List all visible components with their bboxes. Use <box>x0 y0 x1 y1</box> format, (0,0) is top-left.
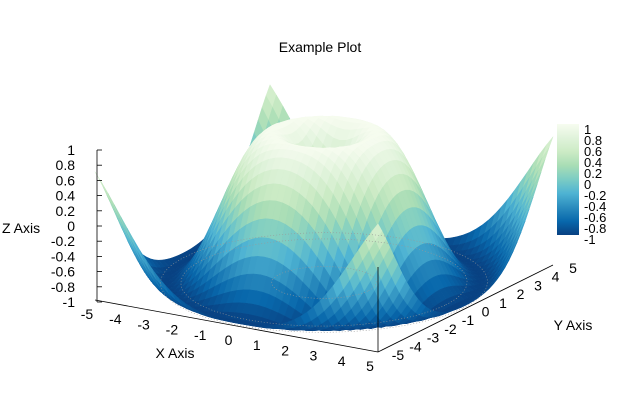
z-tick-label: 0.2 <box>56 203 76 219</box>
z-axis-label: Z Axis <box>2 220 40 236</box>
colorbar-tick-label: -0.2 <box>584 188 606 203</box>
z-tick-label: -0.6 <box>51 264 75 280</box>
x-tick-label: 0 <box>225 332 233 348</box>
x-tick-label: 2 <box>281 342 289 358</box>
colorbar-tick-label: 0.4 <box>584 155 602 170</box>
y-tick-label: -4 <box>409 338 422 354</box>
surface-facet <box>107 192 119 216</box>
x-tick-labels: -5 -4 -3 -2 -1 0 1 2 3 4 5 <box>81 306 374 374</box>
y-tick-label: 0 <box>482 304 490 320</box>
x-tick-label: 3 <box>310 348 318 364</box>
z-tick-label: -0.2 <box>51 233 75 249</box>
x-tick-label: -2 <box>166 322 179 338</box>
colorbar-tick-label: 1 <box>584 122 591 137</box>
z-tick-label: 0.8 <box>56 157 76 173</box>
surface-plot <box>94 84 554 332</box>
colorbar-tick-label: -0.8 <box>584 221 606 236</box>
y-axis-label: Y Axis <box>554 317 593 333</box>
colorbar-tick-labels: 10.80.60.40.20-0.2-0.4-0.6-0.8-1 <box>584 122 606 247</box>
y-tick-label: 2 <box>517 286 525 302</box>
surface-facet <box>371 223 383 241</box>
y-tick-label: -2 <box>444 321 457 337</box>
x-axis-label: X Axis <box>156 345 195 361</box>
z-tick-label: 0.4 <box>56 188 76 204</box>
y-tick-label: -5 <box>392 347 405 363</box>
z-tick-label: -1 <box>63 294 76 310</box>
colorbar-tick-label: 0 <box>584 177 591 192</box>
x-tick-label: -1 <box>194 327 207 343</box>
y-tick-label: 5 <box>569 260 577 276</box>
z-tick-label: -0.4 <box>51 248 75 264</box>
colorbar-tick-label: -0.4 <box>584 199 606 214</box>
y-tick-label: -3 <box>427 330 440 346</box>
base-contour-ring <box>271 266 377 299</box>
x-tick-label: -3 <box>137 316 150 332</box>
chart-title: Example Plot <box>279 39 362 55</box>
colorbar-tick-label: -0.6 <box>584 210 606 225</box>
colorbar-tick-label: 0.2 <box>584 166 602 181</box>
x-tick-label: 5 <box>366 358 374 374</box>
surface-facet <box>101 181 113 203</box>
z-tick-labels: 10.80.60.40.20-0.2-0.4-0.6-0.8-1 <box>51 142 102 310</box>
colorbar: 10.80.60.40.20-0.2-0.4-0.6-0.8-1 <box>557 122 606 247</box>
colorbar-tick-label: -1 <box>584 232 596 247</box>
base-contour <box>160 232 488 333</box>
x-tick-label: -5 <box>81 306 94 322</box>
y-axis-line <box>377 264 554 353</box>
base-contour-ring <box>180 238 468 327</box>
axes <box>94 150 554 353</box>
x-axis-line <box>94 299 379 353</box>
x-tick-label: 1 <box>253 337 261 353</box>
colorbar-rect <box>557 124 579 235</box>
y-tick-label: 3 <box>534 277 542 293</box>
z-tick-label: 0.6 <box>56 172 76 188</box>
colorbar-tick-label: 0.8 <box>584 133 602 148</box>
y-tick-label: 1 <box>499 295 507 311</box>
base-contour-ring <box>160 232 488 333</box>
x-tick-label: 4 <box>338 353 346 369</box>
y-tick-label: 4 <box>552 269 560 285</box>
y-tick-label: -1 <box>462 312 475 328</box>
surface-facet <box>114 204 125 228</box>
colorbar-tick-label: 0.6 <box>584 144 602 159</box>
z-tick-label: -0.8 <box>51 279 75 295</box>
z-tick-label: 0 <box>67 218 75 234</box>
surface-facet <box>542 136 554 158</box>
x-tick-label: -4 <box>109 311 122 327</box>
z-tick-label: 1 <box>67 142 75 158</box>
